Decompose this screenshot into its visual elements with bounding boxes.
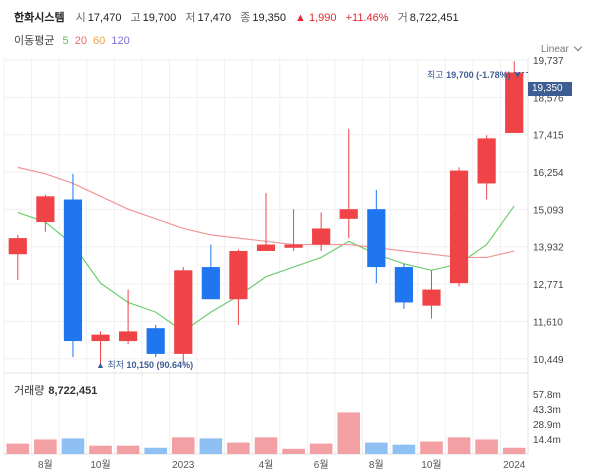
price-tick-label: 18,576 bbox=[533, 93, 564, 104]
volume-bar bbox=[254, 437, 278, 454]
x-axis-label: 2023 bbox=[172, 460, 195, 471]
open-label: 시 bbox=[75, 12, 86, 24]
candle-body bbox=[284, 244, 303, 248]
close-value: 19,350 bbox=[252, 12, 286, 24]
price-tick-label: 16,254 bbox=[533, 168, 564, 179]
low-value: 17,470 bbox=[197, 12, 232, 24]
candle-body bbox=[339, 209, 358, 219]
ma-5[interactable]: 5 bbox=[62, 35, 69, 47]
x-axis-label: 4월 bbox=[259, 459, 274, 471]
low-label: 저 bbox=[185, 12, 196, 24]
low-note-prefix: 최저 bbox=[107, 360, 124, 370]
volume-bar bbox=[171, 437, 195, 454]
candle-body bbox=[146, 328, 165, 354]
volume-value: 8,722,451 bbox=[409, 12, 459, 24]
low-marker-icon: ▲ bbox=[96, 360, 105, 370]
volume-bar bbox=[337, 412, 361, 454]
candle-body bbox=[256, 244, 276, 251]
ma-20[interactable]: 20 bbox=[74, 35, 87, 47]
volume-bar bbox=[475, 439, 498, 454]
change-value: ▲ 1,990 bbox=[295, 12, 337, 24]
x-axis-label: 10월 bbox=[90, 459, 110, 471]
volume-bar bbox=[365, 442, 388, 454]
volume-tick-label: 28.9m bbox=[533, 420, 561, 431]
high-label: 고 bbox=[130, 12, 141, 24]
candle-body bbox=[119, 331, 138, 342]
candle-body bbox=[91, 334, 110, 342]
price-tick-label: 10,449 bbox=[533, 355, 564, 366]
current-price-tag: 19,350 bbox=[528, 82, 572, 96]
high-marker-icon: ▼ bbox=[513, 70, 523, 80]
candle-body bbox=[36, 196, 55, 223]
volume-bar bbox=[447, 437, 471, 454]
change-percent: +11.46% bbox=[345, 12, 389, 24]
candle-body bbox=[477, 138, 496, 184]
volume-bar bbox=[116, 445, 140, 454]
candle-body bbox=[201, 267, 220, 300]
volume-bar bbox=[199, 438, 223, 454]
ma-120[interactable]: 120 bbox=[111, 35, 130, 47]
volume-bar bbox=[61, 438, 85, 454]
ma-60[interactable]: 60 bbox=[93, 35, 106, 47]
quote-header: 한화시스템 시 17,470 고 19,700 저 17,470 종 19,350 ▲ … bbox=[14, 9, 465, 25]
candle-body bbox=[63, 199, 83, 342]
ma-label: 이동평균 bbox=[14, 35, 55, 47]
volume-bar bbox=[309, 443, 333, 454]
volume-panel-value: 8,722,451 bbox=[48, 385, 98, 397]
price-tick-label: 17,415 bbox=[533, 131, 564, 142]
volume-label: 거 bbox=[397, 12, 408, 24]
candle-body bbox=[449, 170, 469, 284]
candle-body bbox=[422, 289, 441, 306]
price-tick-label: 19,737 bbox=[533, 56, 564, 67]
high-note-value: 19,700 (-1.78%) bbox=[446, 70, 511, 80]
volume-bar bbox=[282, 448, 305, 454]
volume-panel-label: 거래량 bbox=[14, 385, 45, 397]
candle-body bbox=[394, 267, 413, 303]
volume-bar bbox=[392, 444, 416, 454]
high-annotation: 최고 19,700 (-1.78%) ▼ bbox=[427, 68, 522, 81]
volume-tick-label: 57.8m bbox=[533, 390, 561, 401]
volume-bar bbox=[89, 445, 112, 454]
volume-tick-label: 14.4m bbox=[533, 435, 561, 446]
volume-bar bbox=[502, 447, 526, 454]
x-axis-label: 2024 bbox=[503, 460, 526, 471]
x-axis-label: 8월 bbox=[38, 459, 53, 471]
price-tick-label: 12,771 bbox=[533, 280, 564, 291]
volume-bar bbox=[34, 439, 57, 454]
scale-mode-dropdown[interactable]: Linear bbox=[541, 42, 583, 55]
low-annotation: ▲ 최저 10,150 (90.64%) bbox=[96, 358, 193, 371]
candle-body bbox=[367, 209, 386, 268]
price-tick-label: 13,932 bbox=[533, 243, 564, 254]
volume-tick-label: 43.3m bbox=[533, 405, 561, 416]
volume-bar bbox=[420, 441, 443, 454]
candle-body bbox=[8, 238, 27, 255]
price-tick-label: 15,093 bbox=[533, 205, 564, 216]
high-note-prefix: 최고 bbox=[427, 70, 444, 80]
x-axis-label: 6월 bbox=[314, 459, 329, 471]
volume-bar bbox=[227, 442, 250, 454]
candle-body bbox=[229, 250, 248, 300]
close-label: 종 bbox=[240, 12, 251, 24]
candle-body bbox=[312, 228, 331, 245]
moving-average-legend[interactable]: 이동평균 5 20 60 120 bbox=[14, 32, 133, 48]
price-tick-label: 11,610 bbox=[533, 317, 563, 328]
open-value: 17,470 bbox=[87, 12, 122, 24]
low-note-value: 10,150 (90.64%) bbox=[126, 360, 194, 370]
scale-mode-label: Linear bbox=[541, 44, 569, 55]
high-value: 19,700 bbox=[142, 12, 177, 24]
candle-body bbox=[505, 72, 524, 133]
volume-bar bbox=[6, 443, 30, 454]
stock-name: 한화시스템 bbox=[14, 12, 65, 24]
volume-panel-title: 거래량 8,722,451 bbox=[14, 382, 97, 398]
x-axis-label: 8월 bbox=[369, 459, 384, 471]
x-axis-label: 10월 bbox=[421, 459, 441, 471]
candle-body bbox=[174, 270, 193, 354]
volume-bar bbox=[144, 447, 167, 454]
